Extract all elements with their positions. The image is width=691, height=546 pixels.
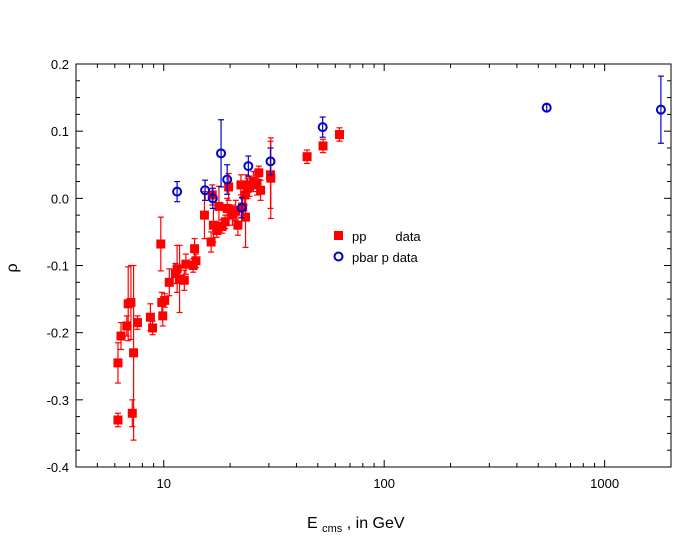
legend: pp data pbar p data	[333, 229, 421, 265]
x-axis-title-suffix: , in GeV	[347, 515, 405, 532]
x-tick-label: 100	[373, 476, 395, 491]
x-axis-title-subscript: cms	[322, 523, 343, 535]
data-point-pp	[160, 295, 170, 305]
data-point-pp	[158, 311, 168, 321]
data-point-pp	[179, 275, 189, 285]
data-point-pp	[214, 201, 224, 211]
data-point-pp	[231, 205, 241, 215]
data-point-pbarp	[207, 193, 218, 204]
data-point-pp	[113, 415, 123, 425]
data-point-pp	[191, 256, 201, 266]
data-point-pp	[122, 321, 132, 331]
plot-frame	[75, 63, 672, 468]
data-point-pbarp	[265, 156, 276, 167]
y-tick-label: -0.2	[47, 326, 69, 341]
data-point-pbarp	[172, 186, 183, 197]
data-point-pp	[266, 173, 276, 183]
series-pp	[113, 127, 344, 441]
y-tick-label: 0.1	[51, 124, 69, 139]
data-point-pp	[238, 202, 248, 212]
data-point-pp	[241, 212, 251, 222]
legend-label-pp: pp data	[352, 229, 421, 244]
data-point-pbarp	[317, 122, 328, 133]
data-point-pbarp	[216, 148, 227, 159]
data-point-pp	[148, 323, 158, 333]
y-tick-label: 0.0	[51, 191, 69, 206]
data-point-pp	[252, 180, 262, 190]
data-point-pp	[227, 210, 237, 220]
data-point-pp	[126, 297, 136, 307]
y-tick-label: -0.1	[47, 259, 69, 274]
data-point-pp	[233, 220, 243, 230]
data-point-pp	[236, 180, 246, 190]
x-tick-label: 10	[156, 476, 170, 491]
data-point-pp	[224, 182, 234, 192]
x-axis-title-main: E	[307, 515, 318, 532]
series-layer	[113, 75, 666, 441]
data-point-pp	[113, 358, 123, 368]
data-point-pp	[220, 217, 230, 227]
data-point-pp	[212, 226, 222, 236]
data-point-pp	[129, 348, 139, 358]
data-point-pbarp	[243, 161, 254, 172]
x-tick-label: 1000	[590, 476, 619, 491]
data-point-pp	[222, 203, 232, 213]
data-point-pbarp	[236, 202, 247, 213]
y-tick-label: 0.2	[51, 57, 69, 72]
data-point-pbarp	[200, 185, 211, 196]
data-point-pp	[145, 312, 155, 322]
data-point-pp	[172, 264, 182, 274]
data-point-pp	[181, 259, 191, 269]
data-point-pbarp	[541, 102, 552, 113]
data-point-pp	[127, 408, 137, 418]
data-point-pp	[217, 222, 227, 232]
data-point-pp	[334, 130, 344, 140]
data-point-pp	[188, 261, 198, 270]
data-point-pp	[170, 269, 180, 279]
data-point-pp	[132, 318, 142, 328]
data-point-pp	[256, 185, 266, 195]
legend-marker-pbarp	[333, 251, 344, 262]
data-point-pp	[199, 210, 209, 220]
data-point-pp	[245, 181, 255, 191]
data-point-pp	[190, 244, 200, 254]
data-point-pp	[164, 277, 174, 287]
x-axis: 10 100 1000	[96, 64, 619, 491]
data-point-pp	[116, 331, 126, 341]
y-axis-title: ρ	[4, 263, 21, 272]
data-point-pp	[156, 239, 166, 249]
legend-label-pbarp: pbar p data	[352, 250, 419, 265]
x-axis-title: E cms , in GeV	[307, 515, 405, 536]
data-point-pp	[302, 152, 312, 162]
data-point-pp	[175, 274, 185, 284]
data-point-pbarp	[655, 104, 666, 115]
y-tick-label: -0.4	[47, 460, 69, 475]
data-point-pp	[208, 220, 218, 230]
y-tick-label: -0.3	[47, 393, 69, 408]
data-point-pp	[254, 168, 264, 178]
data-point-pbarp	[222, 174, 233, 185]
y-axis: -0.4 -0.3 -0.2 -0.1 0.0 0.1 0.2	[47, 57, 671, 475]
series-pbarp	[172, 75, 666, 219]
legend-marker-pp	[334, 231, 343, 240]
data-point-pp	[318, 141, 328, 151]
